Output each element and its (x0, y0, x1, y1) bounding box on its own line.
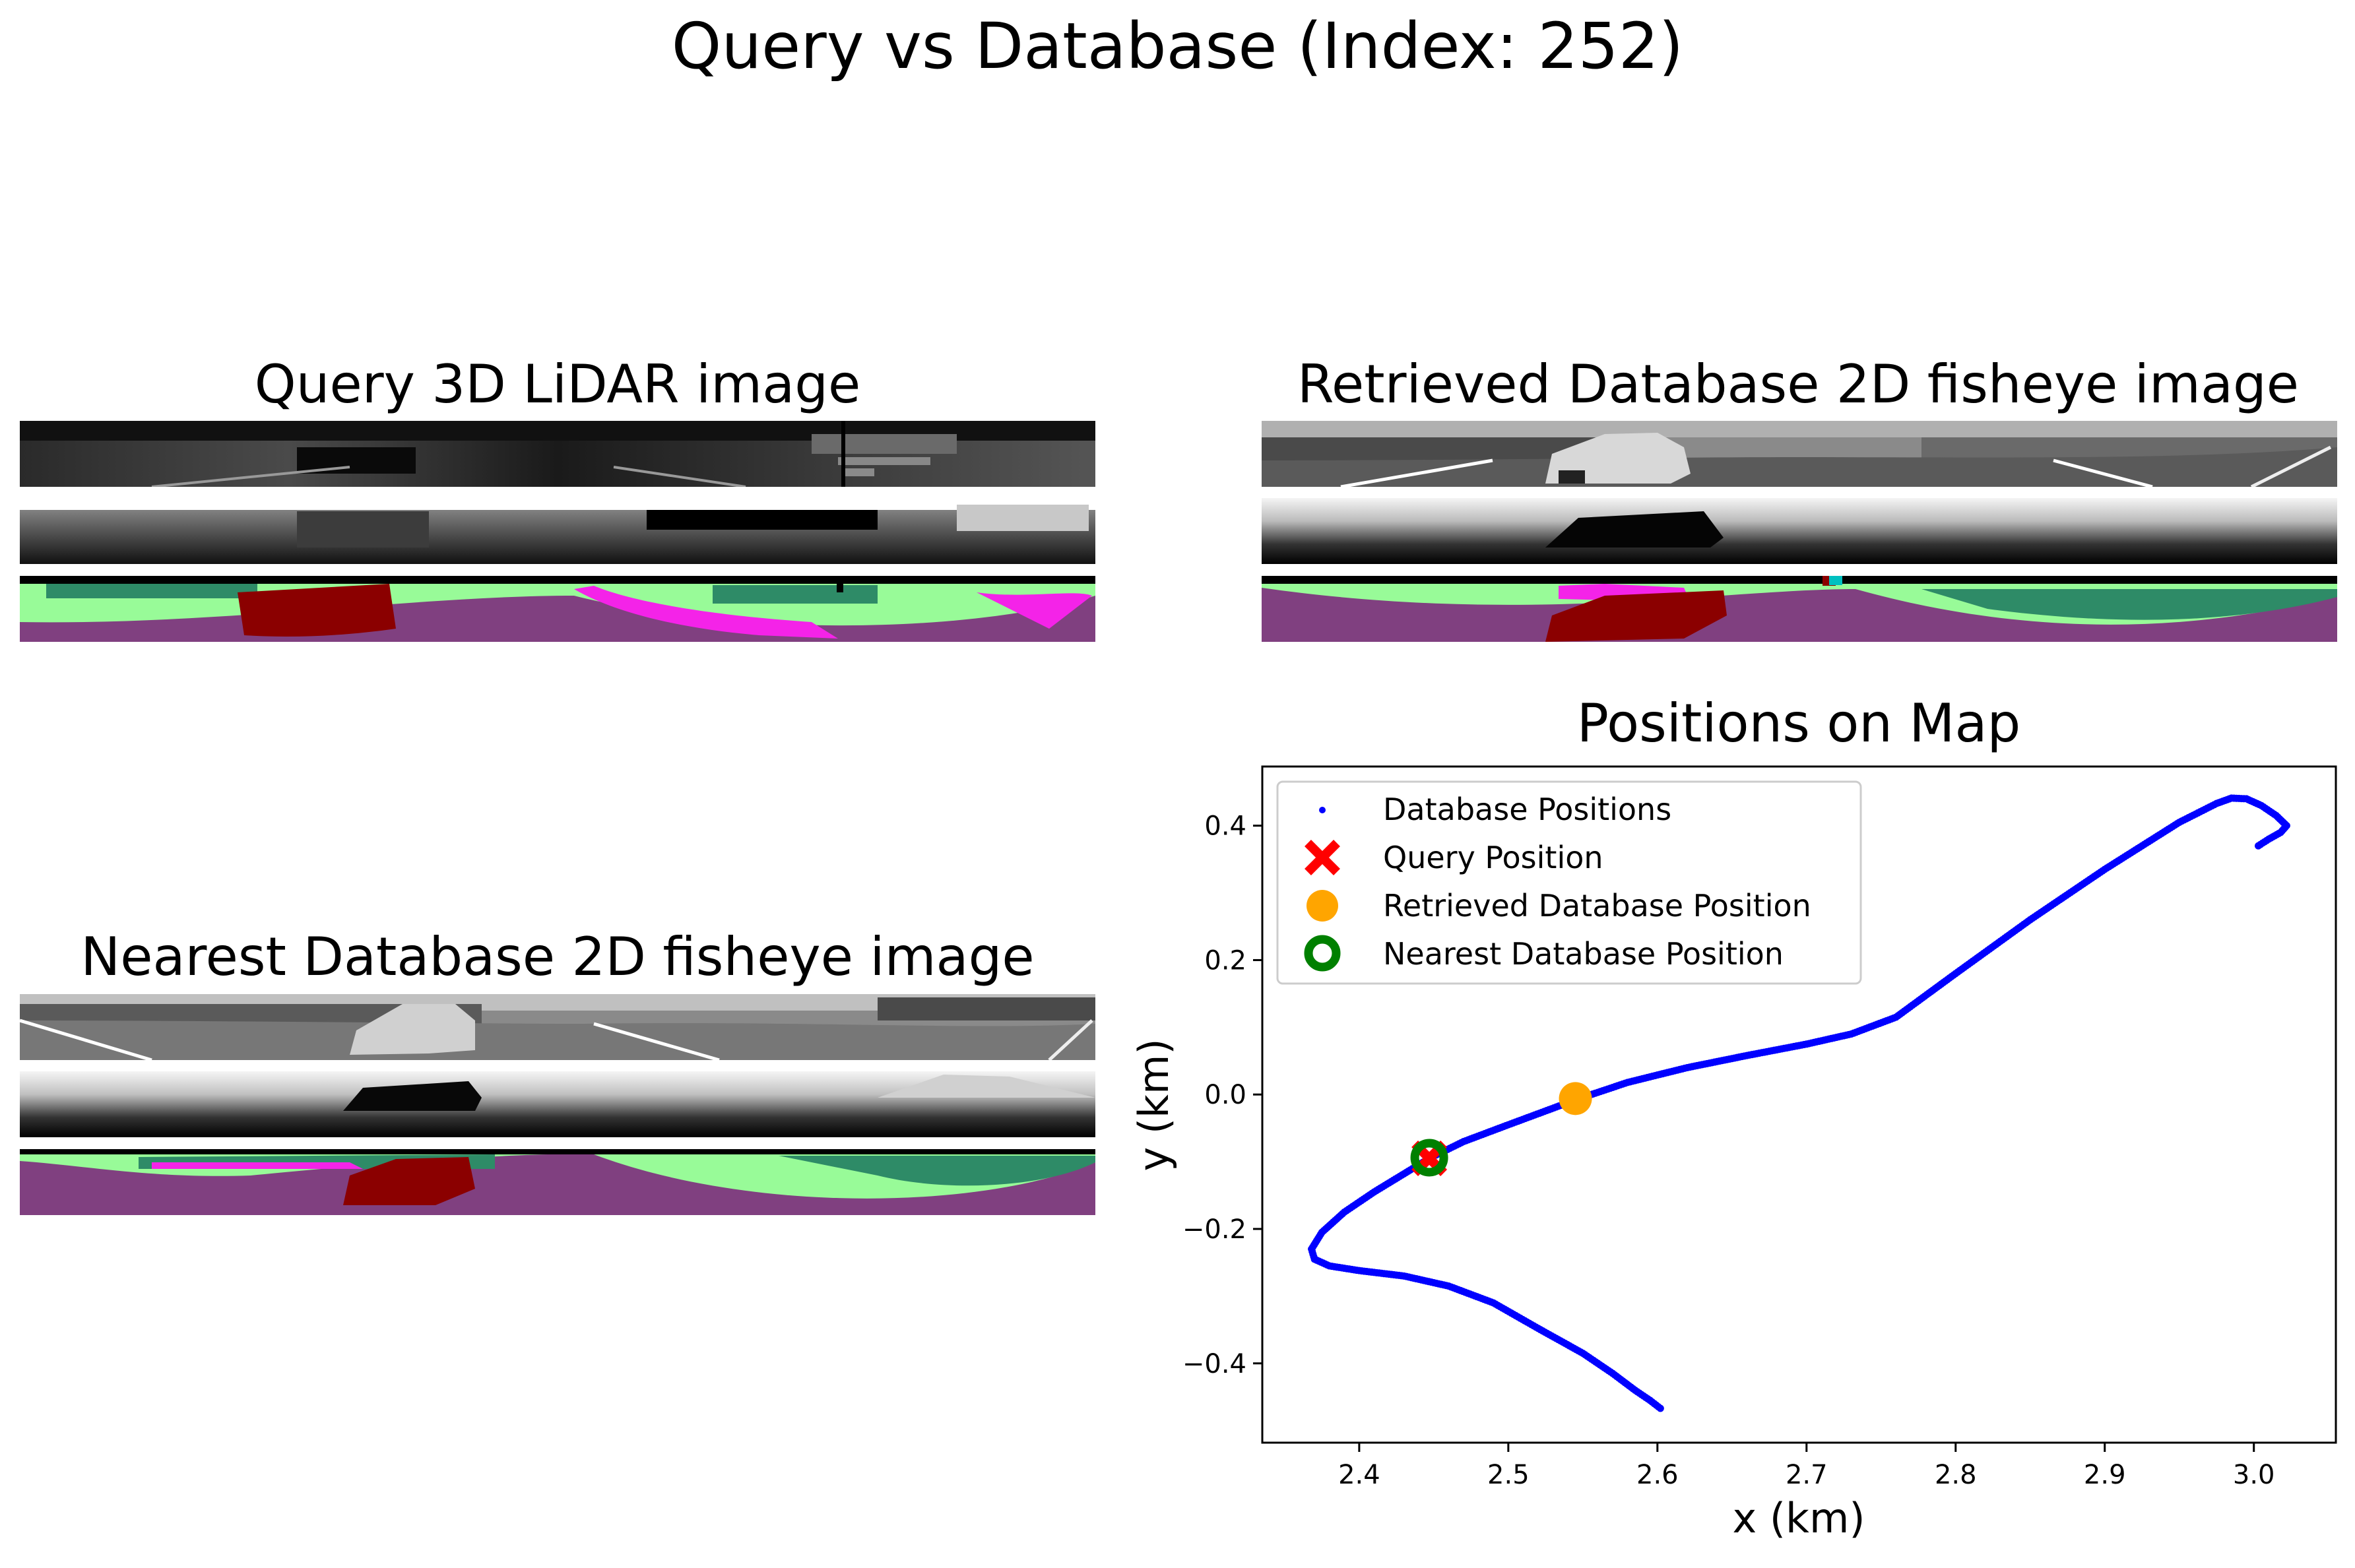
nearest-depth-image (20, 1071, 1095, 1137)
x-tick-label: 2.5 (1487, 1460, 1530, 1490)
legend-x-marker (1305, 840, 1340, 875)
retrieved-panel-title: Retrieved Database 2D fisheye image (1297, 354, 2299, 415)
x-tick-label: 2.6 (1636, 1460, 1679, 1490)
legend-label: Retrieved Database Position (1383, 888, 1811, 924)
x-axis-label: x (km) (1732, 1494, 1865, 1542)
query-intensity-image (20, 421, 1095, 487)
legend-dot-marker (1319, 807, 1326, 813)
legend-item-retrieved: Retrieved Database Position (1307, 888, 1811, 924)
legend-item-database: Database Positions (1319, 792, 1671, 827)
legend-item-query: Query Position (1305, 840, 1603, 875)
chart-legend: Database Positions Query Position Retrie… (1276, 780, 1862, 985)
y-tick-label: 0.2 (1204, 945, 1246, 976)
nearest-semantic-image (20, 1149, 1095, 1215)
nearest-position-marker (1410, 1139, 1448, 1177)
retrieved-semantic-image (1262, 576, 2337, 642)
x-tick-label: 3.0 (2233, 1460, 2275, 1490)
x-axis-ticks: 2.4 2.5 2.6 2.7 2.8 2.9 3.0 (1338, 1443, 2275, 1490)
query-range-image (20, 498, 1095, 564)
retrieved-grayscale-image (1262, 421, 2337, 487)
y-tick-label: 0.4 (1204, 811, 1246, 842)
positions-map-chart: Positions on Map 2.4 2.5 2.6 2.7 2.8 2.9 3.0 −… (1122, 686, 2355, 1565)
legend-ring-marker (1304, 935, 1341, 972)
database-position-point (2254, 842, 2262, 850)
y-tick-label: 0.0 (1204, 1080, 1246, 1110)
legend-label: Database Positions (1383, 792, 1671, 827)
nearest-panel-title: Nearest Database 2D fisheye image (81, 926, 1035, 988)
plot-layer (1308, 794, 2290, 1412)
y-tick-label: −0.2 (1182, 1214, 1246, 1245)
legend-label: Nearest Database Position (1383, 936, 1784, 972)
y-tick-label: −0.4 (1182, 1349, 1246, 1379)
legend-circle-marker (1307, 890, 1338, 922)
y-axis-label: y (km) (1130, 1038, 1178, 1171)
x-tick-label: 2.8 (1935, 1460, 1977, 1490)
x-tick-label: 2.9 (2084, 1460, 2126, 1490)
legend-label: Query Position (1383, 840, 1603, 875)
retrieved-position-marker (1559, 1082, 1592, 1115)
y-axis-ticks: −0.4 −0.2 0.0 0.2 0.4 (1182, 811, 1262, 1379)
nearest-grayscale-image (20, 994, 1095, 1060)
retrieved-depth-image (1262, 498, 2337, 564)
query-semantic-image (20, 576, 1095, 642)
x-tick-label: 2.7 (1786, 1460, 1828, 1490)
figure-title: Query vs Database (Index: 252) (671, 9, 1684, 83)
chart-title: Positions on Map (1577, 693, 2021, 754)
query-panel-title: Query 3D LiDAR image (254, 354, 861, 415)
legend-item-nearest: Nearest Database Position (1304, 935, 1784, 972)
x-tick-label: 2.4 (1338, 1460, 1380, 1490)
legend-frame (1276, 780, 1862, 985)
